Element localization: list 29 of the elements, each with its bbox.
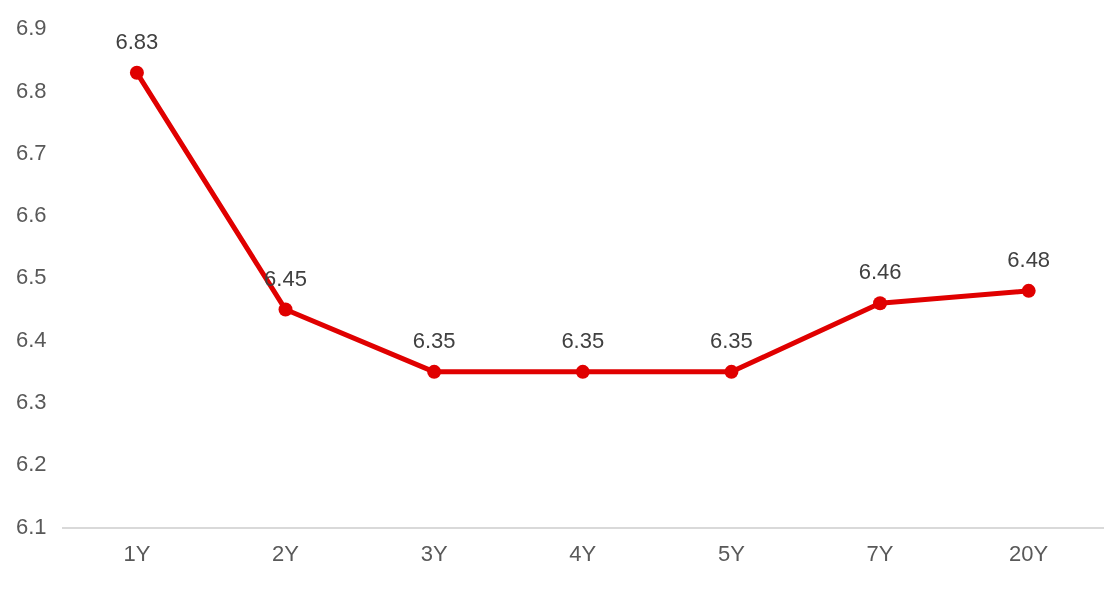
y-tick-label: 6.9 [15,15,47,41]
y-tick-label: 6.1 [15,513,47,539]
x-tick-label: 2Y [272,540,300,566]
y-tick-label: 6.6 [15,202,47,228]
data-label: 6.35 [710,327,753,353]
point [873,296,888,311]
point [129,65,144,80]
point [427,364,442,379]
point [1021,283,1036,298]
data-label: 6.83 [115,28,159,54]
data-label: 6.46 [858,259,902,285]
data-label: 6.35 [561,327,605,353]
x-tick-label: 20Y [1009,540,1049,566]
data-label: 6.35 [412,327,456,353]
x-tick-label: 7Y [866,540,894,566]
point [575,364,590,379]
y-tick-label: 6.3 [15,389,47,415]
x-tick-label: 3Y [420,540,448,566]
y-tick-label: 6.5 [15,264,47,290]
y-tick-label: 6.4 [15,326,47,352]
y-tick-label: 6.8 [15,77,47,103]
y-tick-label: 6.7 [15,139,47,165]
x-tick-label: 1Y [123,540,151,566]
data-label: 6.48 [1007,246,1051,272]
y-tick-label: 6.2 [15,451,47,477]
x-tick-label: 5Y [717,540,746,566]
point [278,302,293,317]
point [724,364,739,379]
x-tick-label: 4Y [569,540,597,566]
